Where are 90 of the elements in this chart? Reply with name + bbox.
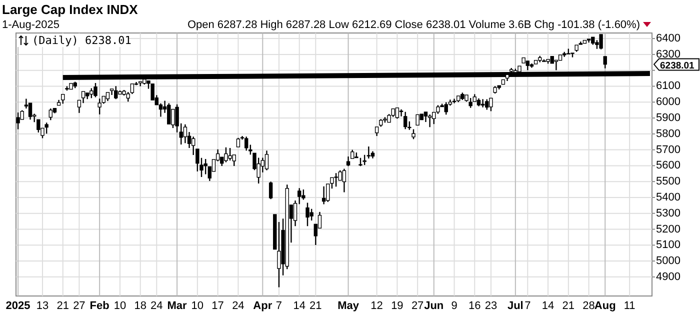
x-tick-label: 19 — [391, 300, 404, 312]
candlestick — [526, 60, 530, 71]
x-tick-label: Jul — [507, 300, 524, 312]
x-tick-label: 11 — [624, 300, 636, 312]
candlestick — [77, 100, 82, 114]
y-tick-label: 5200 — [656, 223, 680, 236]
candlestick — [273, 214, 277, 250]
candlestick — [534, 60, 538, 64]
candlestick — [277, 221, 281, 288]
x-tick-label: 24 — [232, 300, 244, 312]
x-tick-label: Feb — [90, 300, 110, 312]
candlestick — [480, 98, 485, 108]
candlestick — [403, 111, 408, 130]
candlestick — [98, 98, 102, 115]
candlestick — [362, 154, 366, 166]
candlestick — [256, 157, 260, 184]
candlestick — [322, 186, 326, 205]
x-tick-label: Jun — [424, 300, 444, 312]
x-tick-label: May — [338, 300, 360, 312]
candlestick — [244, 136, 248, 152]
candlestick — [370, 150, 375, 159]
candlestick — [16, 112, 20, 130]
x-tick-label: Aug — [594, 300, 616, 312]
x-tick-label: 2025 — [6, 300, 30, 312]
candlestick — [522, 57, 526, 64]
x-tick-label: 21 — [562, 300, 575, 312]
x-tick-label: 12 — [370, 300, 383, 312]
y-tick-label: 6000 — [656, 96, 680, 108]
x-tick-label: 21 — [310, 300, 322, 312]
y-tick-label: 5000 — [656, 255, 680, 268]
y-tick-label: 5400 — [656, 191, 680, 204]
candlestick — [81, 91, 86, 104]
x-tick-label: 10 — [191, 300, 204, 312]
candlestick — [424, 112, 428, 123]
x-tick-label: 16 — [468, 300, 481, 312]
legend-label: (Daily) 6238.01 — [32, 34, 132, 47]
candlestick — [476, 98, 481, 107]
y-tick-label: 5700 — [656, 144, 680, 156]
candlestick — [28, 102, 32, 120]
x-tick-label: 9 — [451, 300, 458, 312]
candlestick — [48, 108, 53, 121]
x-tick-label: 13 — [36, 300, 49, 312]
chart-subtitle: 1-Aug-2025 — [2, 19, 60, 31]
candlestick — [582, 40, 587, 44]
y-tick-label: 4900 — [656, 270, 680, 283]
x-tick-label: Mar — [167, 300, 188, 312]
x-tick-label: 7 — [524, 300, 531, 312]
candlestick — [334, 172, 338, 188]
candlestick — [264, 150, 269, 171]
text: 6238.01 — [660, 60, 696, 72]
x-tick-label: 14 — [293, 300, 306, 312]
x-tick-label: Apr — [253, 300, 273, 312]
candlestick — [366, 146, 371, 160]
candlestick — [306, 202, 310, 227]
y-tick-label: 5100 — [656, 239, 680, 252]
x-tick-label: 24 — [150, 300, 163, 312]
candlestick — [416, 114, 420, 126]
y-tick-label: 5300 — [656, 207, 680, 220]
y-tick-label: 6100 — [656, 80, 680, 92]
candlestick — [69, 83, 73, 90]
candlestick — [346, 156, 350, 167]
candlestick — [374, 126, 379, 137]
candlestick — [183, 124, 188, 144]
chart-title: Large Cap Index INDX — [2, 2, 138, 17]
text: Open 6287.28 High 6287.28 Low 6212.69 Close 6238.01 Volume 3.6B Chg -101.38 (-1.60%) — [187, 19, 640, 31]
x-tick-label: 18 — [134, 300, 146, 312]
x-tick-label: 28 — [582, 300, 595, 312]
candlestick — [204, 158, 208, 175]
x-tick-label: 7 — [276, 300, 282, 312]
x-tick-label: 23 — [484, 300, 498, 312]
y-tick-label: 5600 — [656, 160, 680, 172]
x-tick-label: 27 — [73, 300, 86, 312]
candlestick — [586, 38, 591, 44]
y-tick-label: 6400 — [656, 32, 680, 45]
y-tick-label: 5900 — [656, 112, 680, 124]
x-tick-label: 17 — [212, 300, 224, 312]
candlestick — [558, 54, 562, 61]
candlestick — [562, 51, 566, 58]
candlestick — [110, 88, 114, 96]
x-tick-label: 14 — [542, 300, 554, 312]
candlestick — [342, 168, 346, 193]
candlestick — [106, 92, 110, 102]
y-tick-label: 5500 — [656, 176, 680, 188]
candlestick — [85, 92, 90, 100]
candlestick — [228, 147, 232, 162]
y-tick-label: 6300 — [656, 48, 680, 60]
x-tick-label: 21 — [56, 300, 70, 312]
y-tick-label: 5800 — [656, 128, 680, 140]
x-tick-label: 27 — [411, 300, 424, 312]
x-tick-label: 10 — [114, 300, 126, 312]
